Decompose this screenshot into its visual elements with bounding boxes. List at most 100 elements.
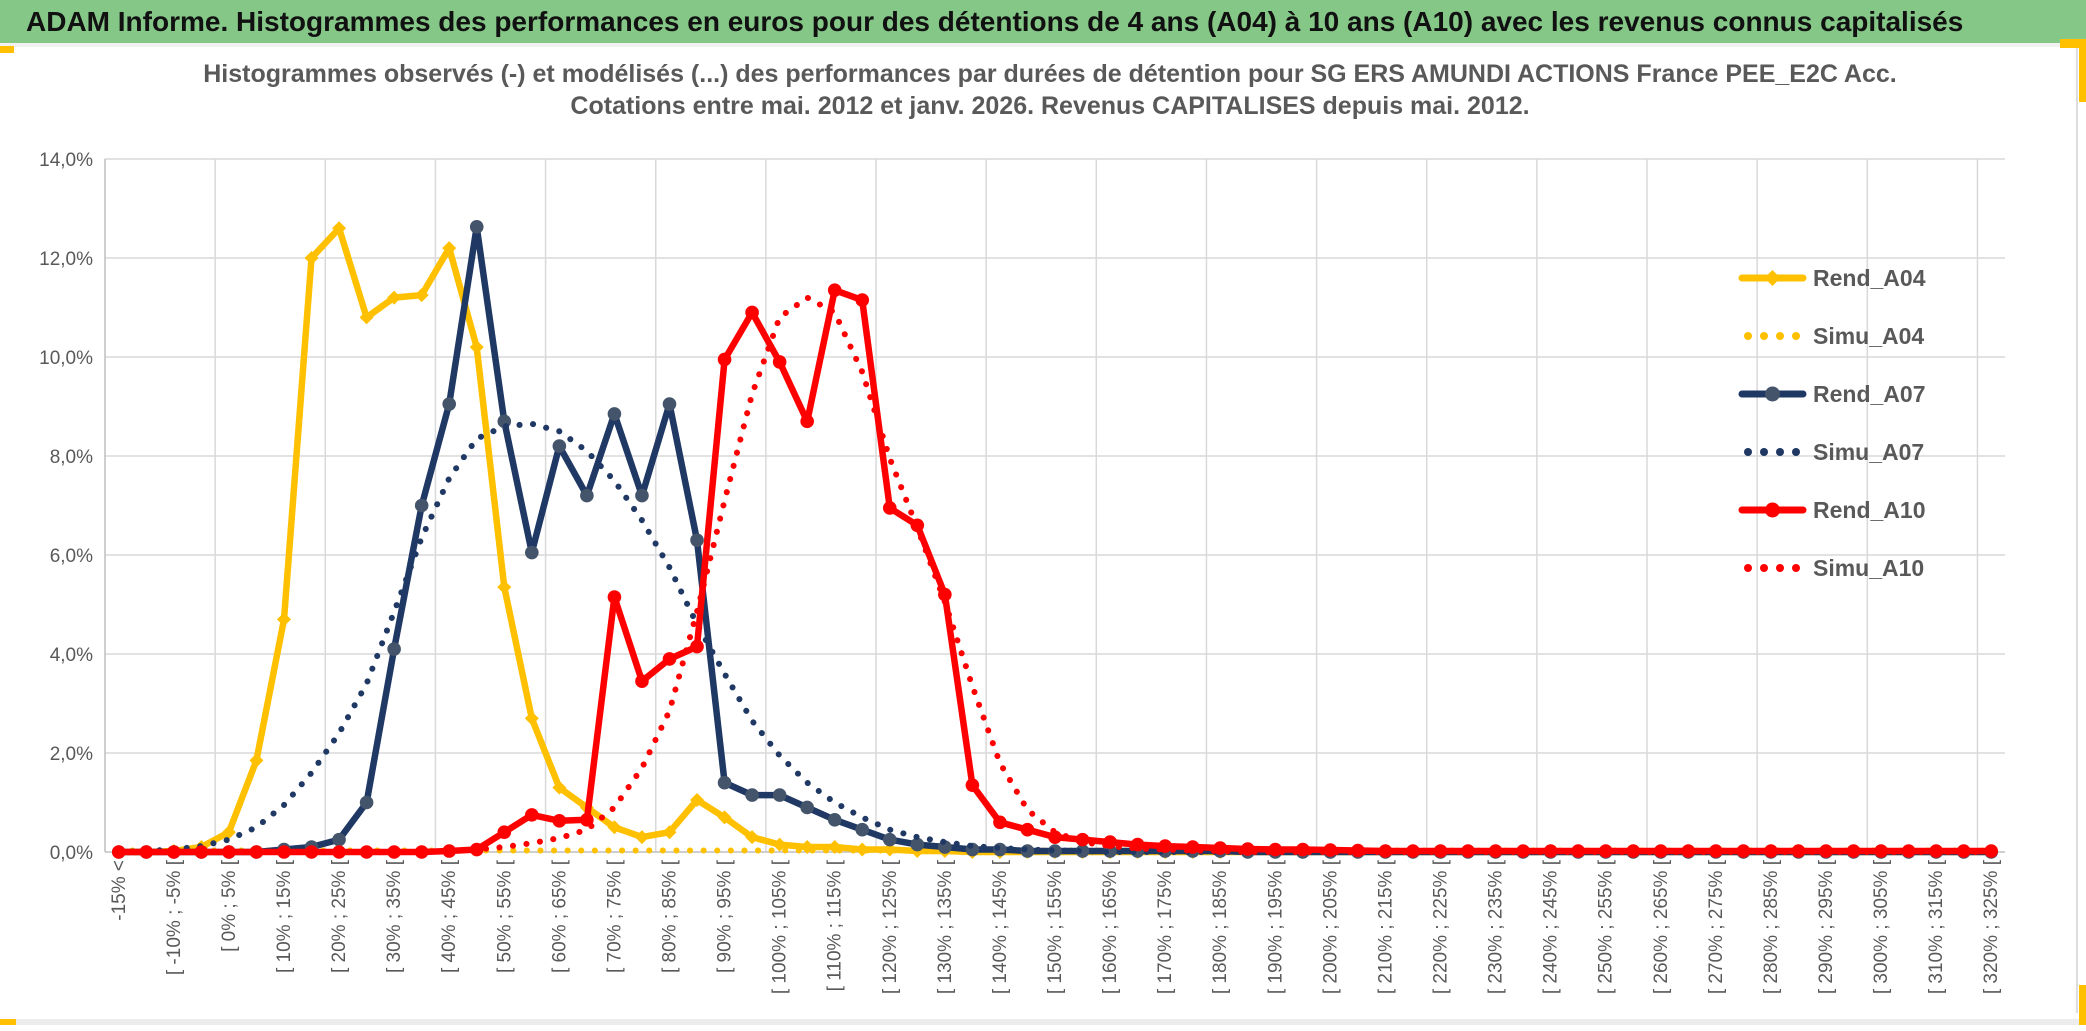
x-tick-label: [ 90% ; 95% [ [715,859,736,973]
x-tick-label: [ 290% ; 295% [ [1816,859,1837,994]
data-point [855,822,870,837]
data-point [469,842,484,857]
data-point [772,788,787,802]
data-point [1378,844,1393,858]
legend-label: Rend_A10 [1813,497,1925,523]
x-tick-label: [ 190% ; 195% [ [1265,859,1286,994]
data-point [607,407,622,421]
data-point [662,825,677,840]
series-simu_a10 [115,294,1995,855]
data-point [552,439,567,453]
data-point [635,674,649,689]
data-point [1268,842,1283,857]
gold-strip-right-top [2079,44,2086,102]
legend: Rend_A04 Simu_A04 Rend_A07 Simu_A07 Rend_A10… [1738,265,1926,581]
data-point [1240,842,1255,856]
legend-label: Simu_A07 [1813,439,1924,465]
data-point [717,775,732,790]
x-tick-label: -15% < [109,860,130,921]
data-point [552,780,567,795]
x-tick-label: [ 210% ; 215% [ [1375,859,1396,994]
legend-item-rend_a10[interactable]: Rend_A10 [1738,497,1925,523]
x-tick-label: [ 300% ; 305% [ [1871,859,1892,994]
data-point [359,795,374,810]
data-point [469,220,484,234]
series-rend_a07 [111,220,1999,859]
data-point [387,290,402,305]
data-point [662,397,677,411]
y-tick-label: 10,0% [39,348,93,369]
x-tick-label: [ 310% ; 315% [ [1926,859,1947,994]
data-point [1296,842,1310,857]
chart-title: Histogrammes observés (-) et modélisés (… [150,58,1950,122]
gold-tab-top-left [0,46,14,53]
x-tick-label: [ 130% ; 135% [ [935,859,956,994]
data-point [525,545,539,560]
data-point [552,814,567,828]
legend-dot [1744,564,1752,572]
data-point [800,414,814,429]
legend-item-simu_a07[interactable]: Simu_A07 [1744,439,1924,465]
banner-underline [0,43,2086,47]
chart-title-line1: Histogrammes observés (-) et modélisés (… [203,60,1897,88]
data-point [580,488,594,503]
data-point [304,251,319,265]
data-point [442,397,457,411]
data-point [662,652,677,666]
data-point [332,221,347,236]
legend-label: Rend_A07 [1813,381,1925,407]
data-point [827,283,842,297]
bottom-edge-bar [0,1019,2086,1025]
legend-item-rend_a07[interactable]: Rend_A07 [1738,381,1925,407]
x-tick-label: [ 260% ; 265% [ [1651,859,1672,994]
data-point [497,580,512,595]
legend-dot [1792,564,1800,572]
x-tick-label: [ 170% ; 175% [ [1155,859,1176,994]
data-point [965,778,980,792]
legend-dot [1792,448,1800,456]
legend-item-simu_a10[interactable]: Simu_A10 [1744,555,1924,581]
data-point [1075,844,1090,858]
data-point [442,241,457,256]
data-point [882,832,897,847]
chart-frame-right-border [2076,48,2078,1013]
x-tick-label: [ 200% ; 205% [ [1320,859,1341,994]
y-axis-labels: 0,0% 2,0% 4,0% 6,0% 8,0% 10,0% 12,0% 14,0% [39,150,93,864]
legend-item-simu_a04[interactable]: Simu_A04 [1744,323,1924,349]
data-point [607,820,622,835]
gold-tab-top-right [2060,39,2086,48]
data-point [882,501,897,515]
legend-item-rend_a04[interactable]: Rend_A04 [1738,265,1926,291]
data-point [221,825,236,840]
y-tick-label: 4,0% [50,645,93,666]
x-tick-label: [ 50% ; 55% [ [494,859,515,973]
x-tick-label: [ 70% ; 75% [ [604,859,625,973]
data-point [249,753,264,768]
x-tick-label: [ 10% ; 15% [ [274,859,295,973]
x-axis-labels: -15% < [ -10% ; -5% [[ 0% ; 5% [[ 10% ; 1… [109,859,2002,994]
data-point [717,810,732,825]
y-tick-label: 0,0% [50,843,93,864]
data-point [772,355,787,369]
legend-label: Rend_A04 [1813,265,1926,291]
x-tick-label: [ 230% ; 235% [ [1486,859,1507,994]
x-tick-label: [ 270% ; 275% [ [1706,859,1727,994]
x-tick-label: [ 250% ; 255% [ [1596,859,1617,994]
legend-dot [1760,564,1768,572]
data-point [855,293,870,307]
legend-marker [1764,270,1781,286]
chart-area: 0,0% 2,0% 4,0% 6,0% 8,0% 10,0% 12,0% 14,0% -15% … [0,46,2086,1019]
data-point [690,793,705,808]
data-point [1048,830,1062,844]
legend-label: Simu_A04 [1813,323,1924,349]
gold-tab-bottom-left [0,1019,16,1025]
legend-dot [1744,332,1752,340]
data-point [414,845,429,859]
data-point [745,830,760,845]
x-tick-label: [ -10% ; -5% [ [164,859,185,975]
data-point [580,813,594,827]
y-tick-label: 8,0% [50,447,93,468]
x-tick-label: [ 80% ; 85% [ [659,859,680,973]
legend-dot [1776,564,1784,572]
series-rend_a10 [111,283,1999,859]
